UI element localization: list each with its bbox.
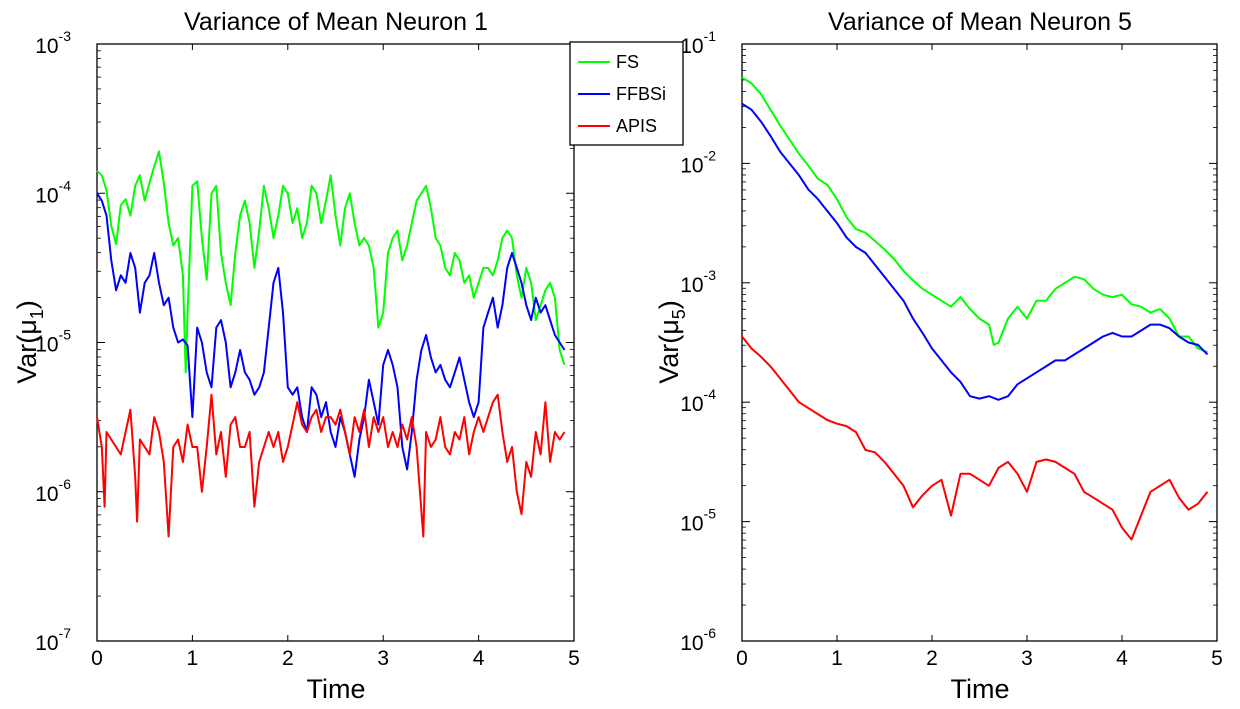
plot-area [96, 43, 575, 642]
x-axis-label: Time [951, 674, 1010, 704]
axis-ticks: 0 1 2 3 4 5 10-7 10-6 10-5 10-4 10-3 [35, 28, 580, 670]
x-tick-label: 0 [91, 647, 103, 670]
y-tick-label: 10-2 [680, 147, 716, 177]
chart-neuron-5: Variance of Mean Neuron 5 0 1 2 3 4 5 10-6 10-5… [654, 8, 1223, 704]
y-axis-label: Var(μ1) [12, 300, 47, 384]
x-tick-label: 4 [1116, 647, 1128, 670]
series-line-ffbsi [96, 192, 566, 478]
legend-label-fs: FS [616, 52, 639, 72]
legend-label-ffbsi: FFBSi [616, 84, 666, 104]
x-tick-label: 0 [736, 647, 748, 670]
y-axis-label: Var(μ5) [654, 300, 689, 384]
series-lines [96, 150, 566, 538]
x-tick-label: 2 [926, 647, 938, 670]
y-tick-label: 10-6 [35, 476, 71, 506]
legend: FS FFBSi APIS [569, 41, 684, 146]
axis-ticks: 0 1 2 3 4 5 10-6 10-5 10-4 10-3 10-2 10-1 [680, 28, 1223, 670]
x-tick-label: 5 [1211, 647, 1223, 670]
y-tick-label: 10-4 [680, 386, 716, 416]
x-axis-label: Time [307, 674, 366, 704]
series-line-fs [96, 150, 566, 374]
series-line-apis [96, 393, 566, 538]
series-line-fs [741, 76, 1208, 354]
y-tick-label: 10-7 [35, 625, 71, 655]
y-tick-label: 10-4 [35, 177, 71, 207]
x-tick-label: 1 [187, 647, 199, 670]
legend-box [569, 41, 684, 146]
x-tick-label: 5 [568, 647, 580, 670]
legend-label-apis: APIS [616, 116, 657, 136]
x-tick-label: 1 [831, 647, 843, 670]
y-tick-label: 10-6 [680, 625, 716, 655]
chart-title: Variance of Mean Neuron 5 [828, 8, 1132, 36]
chart-title: Variance of Mean Neuron 1 [184, 8, 488, 36]
x-tick-label: 4 [473, 647, 485, 670]
y-tick-label: 10-3 [680, 267, 716, 297]
x-tick-label: 2 [282, 647, 294, 670]
series-lines [741, 76, 1209, 541]
y-tick-label: 10-3 [35, 28, 71, 58]
y-tick-label: 10-1 [680, 28, 716, 58]
x-tick-label: 3 [377, 647, 389, 670]
series-line-apis [741, 335, 1209, 541]
y-tick-label: 10-5 [35, 327, 71, 357]
series-line-ffbsi [741, 102, 1209, 401]
chart-neuron-1: Variance of Mean Neuron 1 0 1 2 3 4 5 10-7 10-6… [12, 8, 580, 704]
y-tick-label: 10-5 [680, 506, 716, 536]
plot-area [741, 43, 1218, 642]
x-tick-label: 3 [1021, 647, 1033, 670]
